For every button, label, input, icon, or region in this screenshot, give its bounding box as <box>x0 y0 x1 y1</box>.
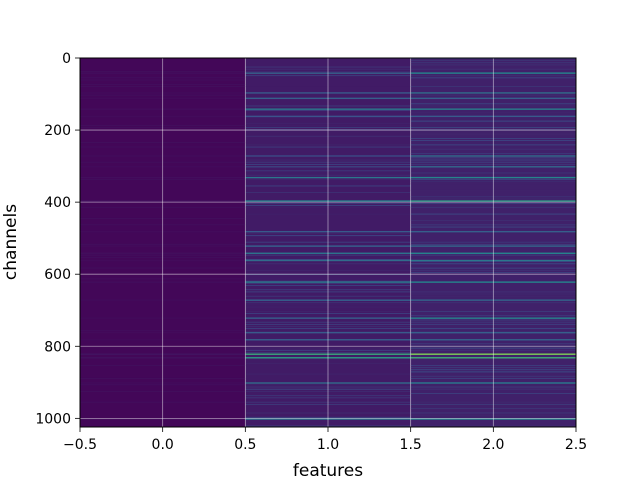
x-axis-label: features <box>293 461 363 480</box>
x-axis-ticks: −0.5 0.0 0.5 1.0 1.5 2.0 2.5 <box>63 427 587 453</box>
y-tick-label: 1000 <box>35 411 71 427</box>
y-tick-label: 400 <box>44 195 71 211</box>
x-tick-label: 0.5 <box>234 437 256 453</box>
y-axis-ticks: 0 200 400 600 800 1000 <box>35 51 80 427</box>
y-tick-label: 800 <box>44 339 71 355</box>
x-tick-label: 2.5 <box>565 437 587 453</box>
grid-lines <box>79 57 577 427</box>
x-tick-label: 1.5 <box>400 437 422 453</box>
y-axis-label: channels <box>1 204 21 280</box>
x-tick-label: 2.0 <box>482 437 504 453</box>
y-tick-label: 0 <box>62 51 71 67</box>
x-tick-label: 0.0 <box>152 437 174 453</box>
y-tick-label: 200 <box>44 123 71 139</box>
y-tick-label: 600 <box>44 267 71 283</box>
x-tick-label: 1.0 <box>317 437 339 453</box>
x-tick-label: −0.5 <box>63 437 97 453</box>
